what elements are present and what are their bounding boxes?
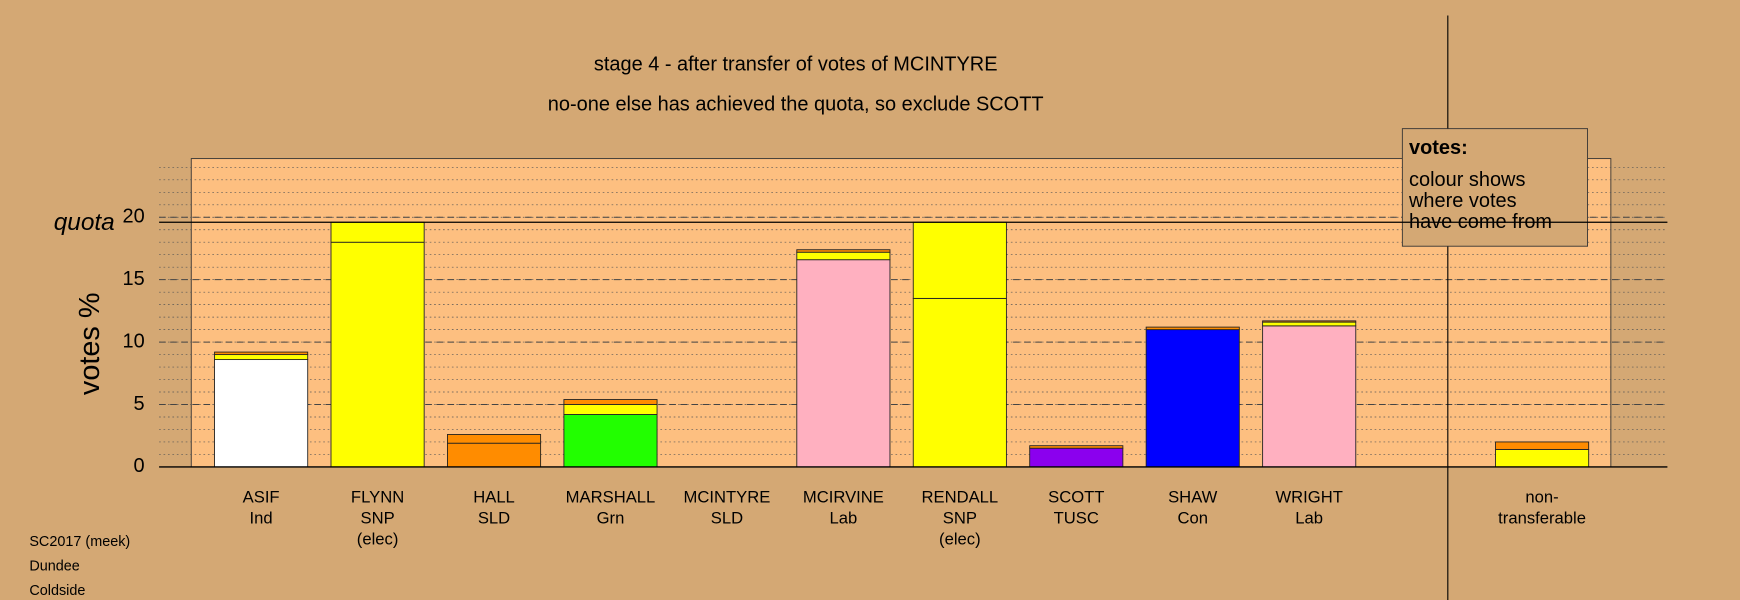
x-tick-label: SLD: [478, 508, 510, 527]
bar-segment: [1029, 447, 1124, 468]
x-tick-label: Con: [1177, 508, 1208, 527]
x-tick-label: WRIGHT: [1275, 487, 1342, 506]
x-tick-label: SHAW: [1168, 487, 1218, 506]
x-tick-label: transferable: [1498, 508, 1586, 527]
x-tick-label: (elec): [939, 530, 981, 549]
bar-segment: [1262, 321, 1357, 327]
legend-title: votes:: [1409, 137, 1468, 159]
bar-segment: [1029, 445, 1124, 449]
bar-segment: [447, 434, 542, 444]
bar-segment: [1495, 448, 1590, 468]
bar-segment: [214, 359, 309, 468]
bar-segment: [447, 442, 542, 468]
plot-area: [190, 158, 1612, 468]
y-tick-label: 0: [134, 455, 145, 477]
bar-segment: [1495, 441, 1590, 450]
x-tick-label: MCINTYRE: [684, 487, 771, 506]
footer-text: Coldside: [29, 583, 85, 599]
bar-segment: [214, 351, 309, 356]
chart-subtitle: no-one else has achieved the quota, so e…: [548, 94, 1044, 116]
x-tick-label: SNP: [360, 508, 394, 527]
bar-segment: [563, 404, 658, 415]
legend-text: where votes: [1408, 190, 1517, 212]
y-tick-label: 20: [122, 206, 144, 228]
bar-segment: [912, 221, 1007, 299]
y-tick-label: 5: [134, 393, 145, 415]
x-tick-label: Ind: [250, 508, 273, 527]
bar-segment: [1145, 326, 1240, 331]
bar-segment: [214, 354, 309, 361]
x-tick-label: SNP: [943, 508, 977, 527]
y-axis-label: votes %: [74, 293, 106, 396]
bar-segment: [1262, 325, 1357, 468]
footer-text: SC2017 (meek): [29, 534, 130, 550]
bar-segment: [912, 297, 1007, 468]
x-tick-label: TUSC: [1054, 508, 1099, 527]
x-tick-label: Grn: [597, 508, 625, 527]
x-tick-label: MCIRVINE: [803, 487, 884, 506]
bar-segment: [796, 259, 891, 468]
x-tick-label: RENDALL: [921, 487, 998, 506]
x-tick-label: HALL: [473, 487, 515, 506]
x-tick-label: SLD: [711, 508, 743, 527]
bar-segment: [330, 241, 425, 468]
quota-label: quota: [54, 209, 115, 236]
footer-text: Dundee: [29, 559, 79, 575]
x-tick-label: non-: [1525, 487, 1558, 506]
bar-segment: [563, 399, 658, 405]
bar-segment: [796, 249, 891, 253]
x-tick-label: FLYNN: [351, 487, 404, 506]
x-tick-label: Lab: [1295, 508, 1323, 527]
bar-segment: [796, 251, 891, 261]
x-tick-label: Lab: [830, 508, 858, 527]
legend-text: colour shows: [1409, 169, 1525, 191]
y-tick-label: 10: [122, 330, 144, 352]
x-tick-label: (elec): [357, 530, 399, 549]
bar-segment: [330, 221, 425, 243]
x-tick-label: ASIF: [243, 487, 280, 506]
x-tick-label: SCOTT: [1048, 487, 1104, 506]
legend-box: [1401, 128, 1589, 247]
chart-title: stage 4 - after transfer of votes of MCI…: [594, 54, 998, 76]
y-tick-label: 15: [122, 268, 144, 290]
x-tick-label: MARSHALL: [566, 487, 656, 506]
bar-segment: [563, 414, 658, 468]
bar-segment: [1145, 329, 1240, 468]
bar-segment: [1262, 320, 1357, 323]
